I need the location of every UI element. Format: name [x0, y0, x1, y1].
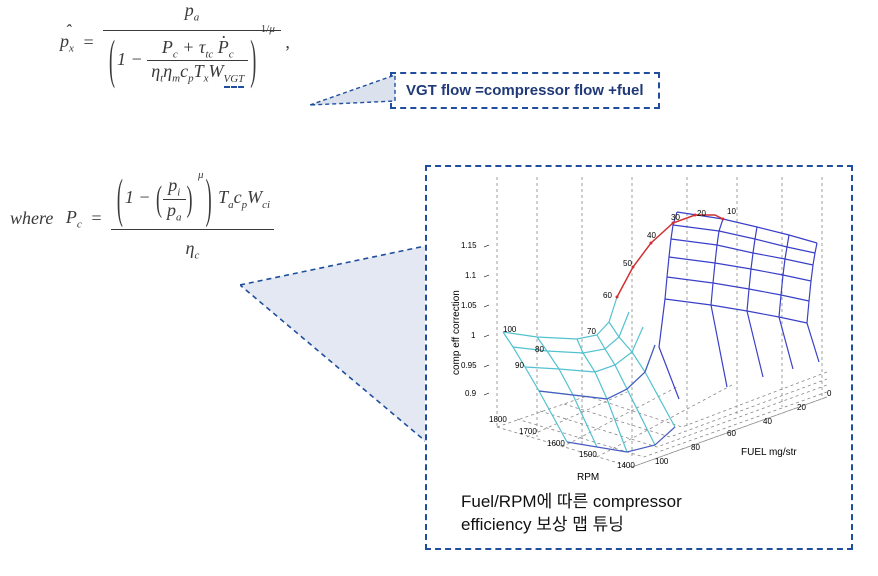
pt-40: 40 [647, 231, 656, 240]
equation-pc: where Pc = (1 − ( pi pa ) μ) TacpWci ηc [10, 175, 410, 305]
pt-80: 80 [535, 345, 544, 354]
comma: , [285, 32, 290, 52]
x-tick-1: 1500 [579, 450, 597, 459]
pt-60: 60 [603, 291, 612, 300]
caption-line-1: Fuel/RPM에 따른 compressor [461, 492, 682, 511]
main-fraction: pa (1 − Pc + τtc · P c ηtηmcpTxWVGT ) [103, 0, 281, 85]
z-tick-1: 0.95 [461, 361, 477, 370]
x-axis-title: RPM [577, 472, 599, 483]
px-sub: x [69, 42, 74, 54]
callout-vgt-text: VGT flow =compressor flow +fuel [406, 82, 644, 99]
pt-90: 90 [515, 361, 524, 370]
hat-accent: ˆ [65, 21, 71, 42]
z-tick-0: 0.9 [465, 389, 476, 398]
equals: = [82, 32, 94, 52]
caption-line-2: efficiency 보상 맵 튜닝 [461, 515, 624, 534]
pt-70: 70 [587, 327, 596, 336]
where-text: where [10, 208, 53, 228]
y-tick-5: 100 [655, 457, 668, 466]
y-tick-2: 40 [763, 417, 772, 426]
chart-callout-box: 0.9 0.95 1 1.05 1.1 1.15 1400 1500 1600 … [425, 165, 853, 550]
pt-30: 30 [671, 213, 680, 222]
y-tick-1: 20 [797, 403, 806, 412]
y-tick-3: 60 [727, 429, 736, 438]
pt-20: 20 [697, 209, 706, 218]
pa-sym: p [185, 0, 194, 20]
x-tick-2: 1600 [547, 439, 565, 448]
callout-vgt-flow: VGT flow =compressor flow +fuel [390, 72, 660, 109]
z-tick-4: 1.1 [465, 271, 476, 280]
pc-fraction: (1 − ( pi pa ) μ) TacpWci ηc [111, 175, 274, 262]
pa-sub: a [194, 12, 200, 24]
den-minus: − [131, 49, 143, 69]
pt-10: 10 [727, 207, 736, 216]
pt-100: 100 [503, 325, 516, 334]
x-tick-0: 1400 [617, 461, 635, 470]
Pc: P [162, 37, 173, 57]
y-axis-title: FUEL mg/str [741, 447, 797, 458]
y-tick-4: 80 [691, 443, 700, 452]
x-tick-3: 1700 [519, 427, 537, 436]
w-vgt-sub: VGT [224, 73, 245, 88]
comp-eff-correction-chart: 0.9 0.95 1 1.05 1.1 1.15 1400 1500 1600 … [427, 167, 851, 487]
x-tick-4: 1800 [489, 415, 507, 424]
z-tick-5: 1.15 [461, 241, 477, 250]
den-one: 1 [117, 49, 126, 69]
inner-fraction: Pc + τtc · P c ηtηmcpTxWVGT [147, 37, 248, 85]
equation-px: ˆ px = pa (1 − Pc + τtc · P c ηtηmc [60, 0, 400, 130]
chart-caption: Fuel/RPM에 따른 compressor efficiency 보상 맵 … [427, 487, 851, 547]
pt-50: 50 [623, 259, 632, 268]
y-tick-0: 0 [827, 389, 831, 398]
z-tick-2: 1 [471, 331, 475, 340]
z-axis-title: comp eff correction [451, 290, 462, 375]
z-tick-3: 1.05 [461, 301, 477, 310]
